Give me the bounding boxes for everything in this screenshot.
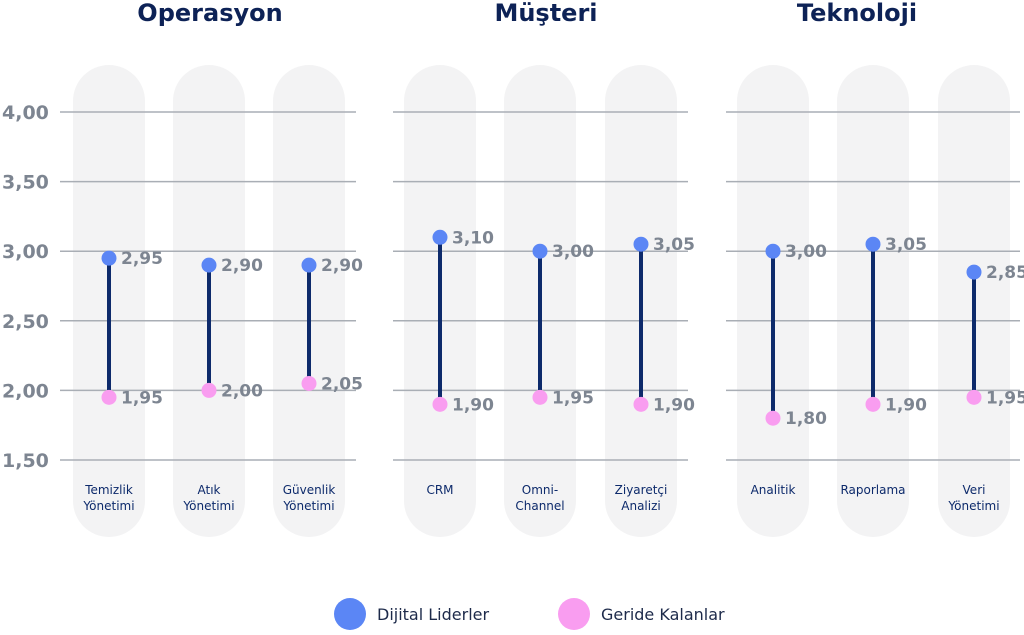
legend-label-leaders: Dijital Liderler: [377, 605, 489, 624]
y-tick-label: 2,50: [2, 311, 49, 333]
group-title: Operasyon: [137, 0, 282, 27]
category-label: Raporlama: [840, 483, 905, 497]
category-label: Yönetimi: [947, 499, 999, 513]
category-label: Atık: [198, 483, 221, 497]
lagger-value-label: 1,95: [552, 388, 594, 408]
lagger-point: [101, 389, 117, 405]
leader-value-label: 2,90: [221, 256, 263, 276]
leader-point: [633, 236, 649, 252]
category-label: Yönetimi: [82, 499, 134, 513]
leader-point: [865, 236, 881, 252]
leader-value-label: 2,95: [121, 249, 163, 269]
leader-point: [201, 257, 217, 273]
legend-label-laggers: Geride Kalanlar: [601, 605, 725, 624]
category-label: Veri: [963, 483, 986, 497]
category-label: Analitik: [751, 483, 796, 497]
leader-value-label: 2,85: [986, 263, 1024, 283]
category-label: Omni-: [522, 483, 558, 497]
lagger-value-label: 1,95: [121, 388, 163, 408]
leader-value-label: 3,05: [885, 235, 927, 255]
y-tick-label: 1,50: [2, 450, 49, 472]
legend-marker-leaders: [334, 598, 366, 630]
leader-point: [765, 243, 781, 259]
y-tick-label: 3,50: [2, 172, 49, 194]
category-label: Yönetimi: [282, 499, 334, 513]
lagger-point: [532, 389, 548, 405]
leader-value-label: 3,00: [785, 242, 827, 262]
lagger-value-label: 1,90: [885, 395, 927, 415]
lagger-value-label: 1,80: [785, 409, 827, 429]
leader-value-label: 3,00: [552, 242, 594, 262]
category-label: Güvenlik: [283, 483, 336, 497]
lagger-point: [301, 375, 317, 391]
lagger-point: [633, 396, 649, 412]
lagger-point: [765, 410, 781, 426]
group-title: Teknoloji: [797, 0, 917, 27]
leader-point: [101, 250, 117, 266]
category-label: Analizi: [621, 499, 660, 513]
lagger-point: [201, 382, 217, 398]
lagger-value-label: 1,90: [653, 395, 695, 415]
lagger-value-label: 2,00: [221, 381, 263, 401]
leader-point: [532, 243, 548, 259]
leader-point: [966, 264, 982, 280]
lagger-value-label: 1,95: [986, 388, 1024, 408]
lagger-point: [865, 396, 881, 412]
leader-value-label: 3,05: [653, 235, 695, 255]
leader-point: [301, 257, 317, 273]
y-tick-label: 3,00: [2, 241, 49, 263]
category-label: Yönetimi: [182, 499, 234, 513]
category-label: Channel: [515, 499, 564, 513]
lagger-point: [966, 389, 982, 405]
category-label: Temizlik: [84, 483, 133, 497]
group-title: Müşteri: [494, 0, 597, 27]
legend-marker-laggers: [558, 598, 590, 630]
lagger-value-label: 2,05: [321, 374, 363, 394]
lagger-value-label: 1,90: [452, 395, 494, 415]
leader-value-label: 2,90: [321, 256, 363, 276]
y-tick-label: 2,00: [2, 380, 49, 402]
category-label: Ziyaretçi: [615, 483, 668, 497]
category-label: CRM: [426, 483, 453, 497]
y-tick-label: 4,00: [2, 102, 49, 124]
lagger-point: [432, 396, 448, 412]
leader-point: [432, 229, 448, 245]
leader-value-label: 3,10: [452, 228, 494, 248]
